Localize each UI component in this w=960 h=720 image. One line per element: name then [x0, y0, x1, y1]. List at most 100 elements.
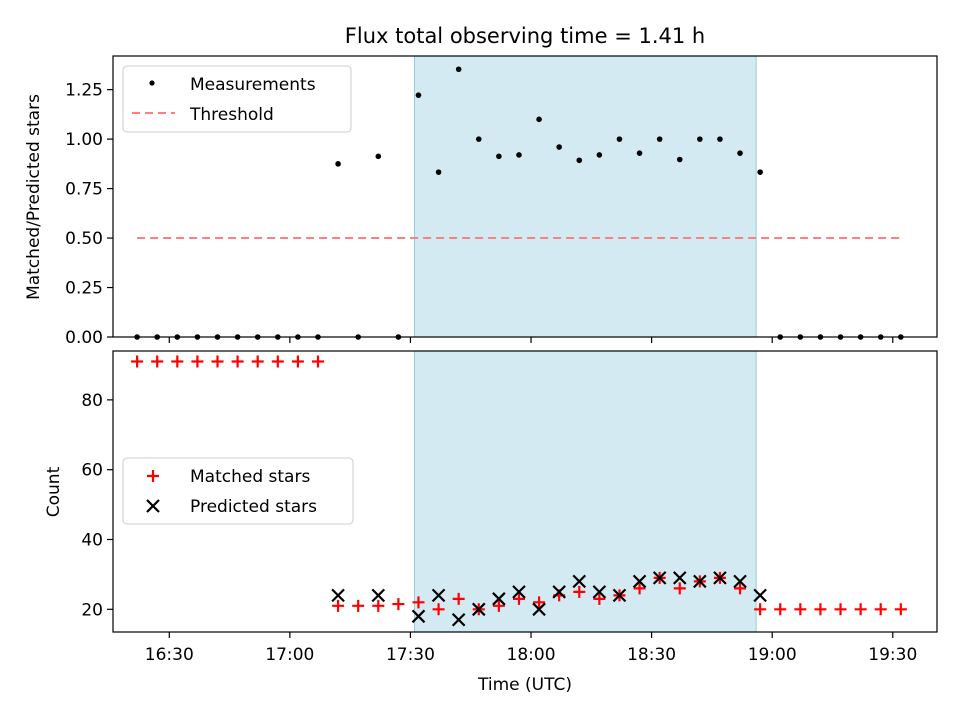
matched-stars-point — [291, 355, 304, 368]
matched-stars-point — [452, 592, 465, 605]
top-y-tick-label: 0.25 — [65, 279, 103, 299]
bottom-shaded-interval — [413, 350, 757, 633]
x-tick-label: 19:30 — [868, 645, 917, 665]
legend-predicted-marker — [146, 499, 160, 513]
measurement-point — [596, 152, 603, 158]
matched-stars-point — [131, 355, 144, 368]
matched-stars-point — [191, 355, 204, 368]
measurement-point — [556, 144, 562, 150]
measurement-point — [496, 153, 502, 160]
bottom-y-tick-label: 80 — [81, 391, 103, 411]
predicted-stars-point — [612, 588, 627, 603]
predicted-stars-point — [713, 571, 727, 585]
top-y-axis-label: Matched/Predicted stars — [24, 94, 44, 300]
predicted-stars-point — [431, 588, 446, 603]
measurement-point — [676, 156, 683, 163]
predicted-stars-point — [753, 588, 767, 603]
x-tick-label: 18:30 — [627, 645, 676, 665]
bottom-plot-frame — [112, 350, 938, 633]
matched-stars-point — [372, 599, 385, 612]
measurement-point — [335, 161, 341, 167]
matched-stars-point — [774, 603, 787, 616]
top-observing-window — [413, 55, 757, 338]
top-chart-title: Flux total observing time = 1.41 h — [345, 24, 705, 48]
measurement-point — [536, 116, 542, 123]
predicted-stars-point — [672, 571, 687, 585]
predicted-stars-point — [693, 574, 707, 589]
top-x-axis — [168, 337, 894, 343]
matched-stars-point — [211, 355, 224, 368]
matched-stars-point — [432, 603, 445, 616]
matched-stars-point — [573, 585, 586, 598]
predicted-stars-point — [572, 574, 587, 589]
matched-stars-point — [311, 355, 324, 368]
predicted-stars-point — [331, 588, 345, 603]
matched-stars-point — [171, 355, 184, 368]
legend-predicted-label: Predicted stars — [190, 497, 317, 517]
matched-stars-point — [874, 603, 887, 616]
predicted-stars-point — [451, 613, 466, 627]
measurement-point — [697, 136, 703, 142]
predicted-stars-point — [632, 574, 647, 589]
measurement-point — [737, 150, 743, 156]
top-panel: Flux total observing time = 1.41 h 0.00 0… — [24, 24, 938, 348]
top-plot-frame — [112, 55, 938, 338]
bottom-legend-box — [122, 457, 354, 525]
measurement-point — [375, 153, 382, 160]
x-tick-label: 19:00 — [748, 645, 797, 665]
top-legend: Measurements Threshold — [122, 65, 352, 133]
x-tick-label: 17:30 — [386, 645, 435, 665]
bottom-y-axis: 20 40 60 80 — [81, 391, 113, 620]
matched-stars-point — [854, 603, 867, 616]
predicted-stars-point — [552, 585, 566, 599]
bottom-x-axis-label: Time (UTC) — [477, 675, 572, 695]
predicted-stars-point — [492, 592, 506, 606]
x-tick-label: 16:30 — [145, 645, 194, 665]
x-tick-label: 17:00 — [265, 645, 314, 665]
measurement-point — [656, 136, 663, 142]
measurement-point — [616, 136, 623, 142]
measurement-point — [717, 136, 723, 142]
measurement-point — [475, 136, 482, 142]
predicted-stars-point — [592, 585, 607, 599]
matched-stars-point — [231, 355, 244, 368]
predicted-stars-point — [512, 585, 526, 599]
legend-matched-label: Matched stars — [190, 467, 310, 487]
measurement-point — [415, 92, 422, 98]
matched-stars-point — [633, 582, 646, 595]
matched-stars-point — [673, 582, 686, 595]
bottom-y-tick-label: 20 — [81, 600, 103, 620]
top-legend-box — [122, 65, 352, 133]
matched-stars-point — [533, 596, 546, 609]
bottom-observing-window — [413, 350, 757, 633]
legend-measurements-label: Measurements — [190, 75, 316, 95]
bottom-y-tick-label: 60 — [81, 461, 103, 481]
top-y-axis: 0.00 0.25 0.50 0.75 1.00 1.25 — [65, 81, 113, 348]
legend-measurements-marker — [149, 80, 155, 86]
matched-stars-point — [593, 592, 606, 605]
matched-stars-point — [834, 603, 847, 616]
measurement-point — [757, 169, 763, 175]
predicted-stars-point — [471, 602, 486, 617]
measurement-point — [576, 157, 583, 164]
predicted-stars-point — [532, 602, 546, 617]
top-y-tick-label: 0.75 — [65, 180, 103, 200]
legend-matched-marker — [147, 470, 159, 482]
matched-stars-point — [794, 603, 807, 616]
matched-stars-point — [151, 355, 164, 368]
predicted-stars-point — [733, 574, 747, 589]
bottom-y-axis-label: Count — [44, 466, 64, 517]
bottom-y-tick-label: 40 — [81, 530, 103, 550]
top-shaded-interval — [413, 55, 757, 338]
matched-stars-point — [492, 599, 505, 612]
top-y-tick-label: 0.00 — [65, 328, 103, 348]
bottom-plot-marks — [131, 355, 907, 627]
x-tick-label: 18:00 — [507, 645, 556, 665]
measurement-point — [435, 169, 442, 175]
legend-threshold-label: Threshold — [189, 105, 274, 125]
matched-stars-point — [271, 355, 284, 368]
matched-stars-point — [894, 603, 907, 616]
matched-stars-point — [412, 596, 425, 609]
bottom-x-axis: 16:30 17:00 17:30 18:00 18:30 19:00 19:30 — [145, 632, 917, 665]
